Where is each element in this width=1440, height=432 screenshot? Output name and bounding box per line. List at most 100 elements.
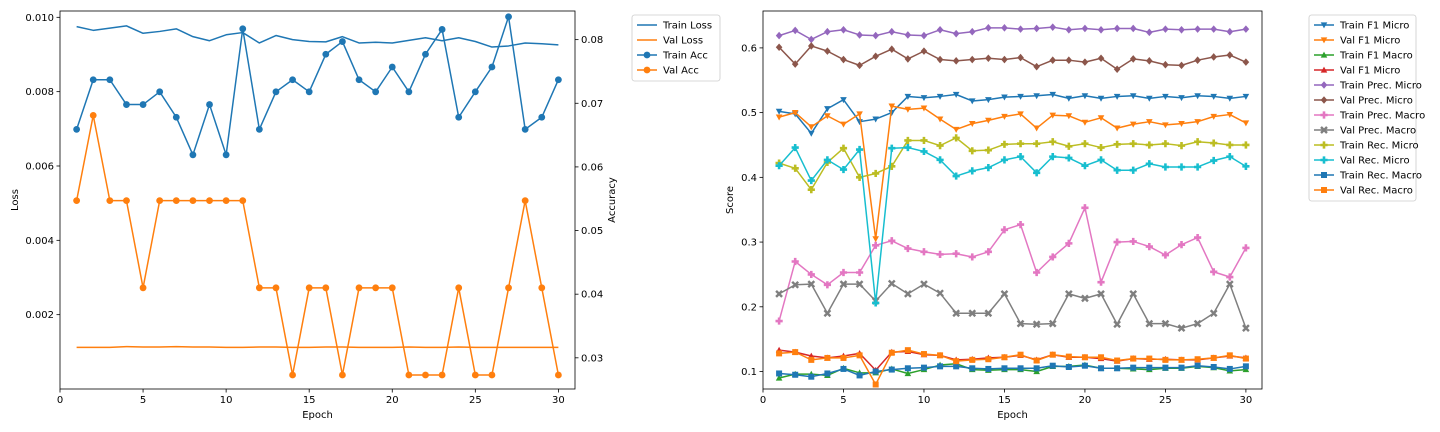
data-point — [969, 365, 976, 372]
data-point — [1226, 51, 1234, 59]
data-point — [1081, 93, 1089, 100]
data-point — [1001, 94, 1008, 101]
data-point — [904, 136, 912, 145]
legend-label: Train Prec. Micro — [1339, 81, 1422, 92]
legend-marker — [1321, 187, 1327, 193]
data-point — [1000, 290, 1009, 298]
data-point — [1178, 364, 1185, 371]
data-point — [89, 111, 97, 119]
x-tick-label: 25 — [469, 395, 482, 406]
data-point — [1242, 355, 1249, 362]
data-point — [1048, 319, 1057, 328]
legend-label: Train Rec. Macro — [1339, 171, 1422, 182]
data-point — [936, 156, 944, 164]
data-point — [1097, 54, 1105, 63]
data-point — [872, 236, 879, 243]
data-point — [1081, 294, 1089, 303]
data-point — [239, 25, 247, 33]
data-point — [521, 125, 529, 133]
data-point — [968, 253, 976, 261]
data-point — [1065, 56, 1073, 64]
data-point — [1081, 24, 1089, 33]
data-point — [952, 57, 960, 65]
series-val-f1-micro — [775, 103, 1250, 243]
legend-marker — [1320, 141, 1328, 149]
data-point — [1016, 319, 1025, 328]
data-point — [255, 284, 263, 292]
data-point — [855, 268, 864, 277]
data-point — [189, 197, 197, 205]
data-point — [888, 349, 895, 356]
data-point — [272, 284, 280, 292]
data-point — [372, 88, 380, 96]
data-point — [1097, 156, 1105, 164]
data-point — [856, 111, 863, 118]
data-point — [1145, 160, 1153, 168]
data-point — [222, 151, 230, 159]
y2-tick-label: 0.08 — [581, 35, 603, 46]
legend-label: Train F1 Micro — [1339, 21, 1409, 32]
data-point — [1209, 309, 1218, 318]
data-point — [1194, 25, 1201, 33]
data-point — [172, 113, 180, 121]
x-tick-label: 15 — [998, 395, 1011, 406]
y-tick-label: 0.2 — [741, 302, 757, 313]
data-point — [936, 142, 944, 150]
data-point — [222, 197, 230, 205]
data-point — [1210, 113, 1218, 120]
data-point — [1161, 140, 1170, 148]
data-point — [339, 371, 346, 379]
data-point — [872, 241, 880, 249]
data-point — [1033, 140, 1041, 148]
data-point — [1177, 324, 1186, 333]
data-point — [538, 113, 546, 121]
data-point — [888, 366, 895, 373]
data-point — [840, 97, 847, 104]
data-point — [1017, 111, 1024, 118]
data-point — [1129, 24, 1137, 33]
y-tick-label: 0.002 — [25, 310, 54, 321]
data-point — [1049, 351, 1056, 358]
data-point — [1065, 142, 1073, 150]
data-point — [776, 350, 783, 357]
series-val-prec-macro — [775, 279, 1250, 333]
series-train-rec-macro — [776, 362, 1249, 380]
data-point — [807, 130, 815, 137]
data-point — [1226, 273, 1234, 281]
data-point — [206, 197, 213, 205]
data-point — [73, 197, 81, 205]
data-point — [792, 371, 799, 378]
series-train-prec-macro — [775, 204, 1250, 325]
data-point — [1194, 163, 1202, 171]
data-point — [856, 119, 863, 126]
data-point — [1081, 354, 1088, 361]
data-point — [920, 105, 928, 112]
x-tick-label: 20 — [386, 395, 399, 406]
data-point — [985, 24, 992, 32]
data-point — [968, 55, 976, 64]
data-point — [1065, 154, 1073, 162]
data-point — [856, 352, 863, 359]
data-point — [985, 365, 992, 372]
data-point — [272, 88, 280, 96]
series-train-loss — [76, 25, 559, 48]
data-point — [824, 354, 831, 361]
data-point — [840, 121, 847, 128]
data-point — [985, 356, 992, 363]
data-point — [538, 284, 546, 292]
data-point — [1001, 113, 1008, 120]
legend-label: Val Prec. Micro — [1340, 96, 1413, 107]
y-tick-label: 0.006 — [25, 161, 54, 172]
legend-item: Val Prec. Macro — [1314, 126, 1416, 137]
data-point — [1033, 268, 1041, 277]
data-point — [1226, 111, 1234, 118]
data-point — [1226, 153, 1234, 161]
data-point — [968, 167, 976, 175]
data-point — [968, 98, 976, 105]
data-point — [139, 284, 147, 292]
y-tick-label: 0.3 — [741, 238, 757, 249]
y-axis-label: Score — [725, 186, 736, 214]
data-point — [1065, 25, 1073, 34]
data-point — [807, 176, 815, 185]
data-point — [855, 280, 864, 288]
